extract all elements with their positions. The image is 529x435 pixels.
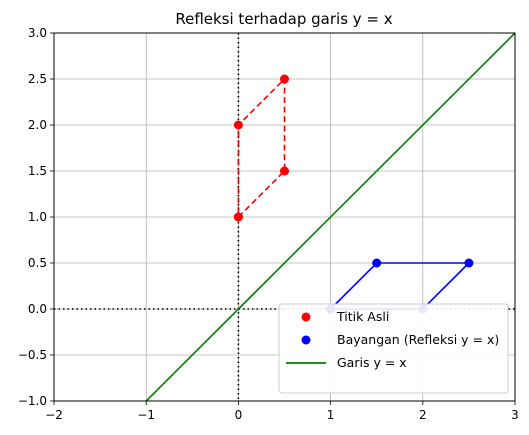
x-tick-label: 3 xyxy=(511,408,519,422)
x-tick-label: 1 xyxy=(327,408,335,422)
x-tick-label: −2 xyxy=(45,408,63,422)
legend-label-titik-asli: Titik Asli xyxy=(336,309,389,324)
axis-ticks: −2 −1 0 1 2 3 −1.0 −0.5 0.0 0.5 1.0 1.5 2.0 2.5 3.0 xyxy=(18,26,519,422)
y-tick-label: −0.5 xyxy=(18,348,47,362)
series-line-titik-asli xyxy=(237,77,286,218)
series-point-titik-asli xyxy=(280,74,289,84)
x-tick-label: −1 xyxy=(137,408,155,422)
legend-marker-bayangan xyxy=(301,335,311,345)
y-tick-label: 2.5 xyxy=(28,72,47,86)
series-line-garis-y-x xyxy=(145,32,516,402)
legend-label-garis: Garis y = x xyxy=(337,355,407,370)
legend-box xyxy=(278,303,509,394)
series-line-bayangan-refleksi-y-x xyxy=(330,262,471,310)
y-tick-label: 3.0 xyxy=(28,26,47,40)
series-point-bayangan-refleksi-y-x xyxy=(372,258,382,268)
series-point-titik-asli xyxy=(233,120,243,130)
y-tick-label: 1.5 xyxy=(28,164,47,178)
x-tick-label: 0 xyxy=(235,408,243,422)
y-tick-label: 2.0 xyxy=(28,118,47,132)
series-point-bayangan-refleksi-y-x xyxy=(464,258,474,268)
legend-marker-titik-asli xyxy=(301,312,311,322)
series-point-titik-asli xyxy=(233,212,243,222)
y-tick-label: 0.5 xyxy=(28,256,47,270)
x-tick-label: 2 xyxy=(419,408,427,422)
legend: Titik Asli Bayangan (Refleksi y = x) Gar… xyxy=(278,303,509,394)
chart-title: Refleksi terhadap garis y = x xyxy=(175,10,392,28)
y-tick-label: 0.0 xyxy=(28,302,47,316)
y-tick-label: −1.0 xyxy=(18,394,47,408)
legend-label-bayangan: Bayangan (Refleksi y = x) xyxy=(337,332,499,347)
series-point-titik-asli xyxy=(280,166,289,176)
y-tick-label: 1.0 xyxy=(28,210,47,224)
